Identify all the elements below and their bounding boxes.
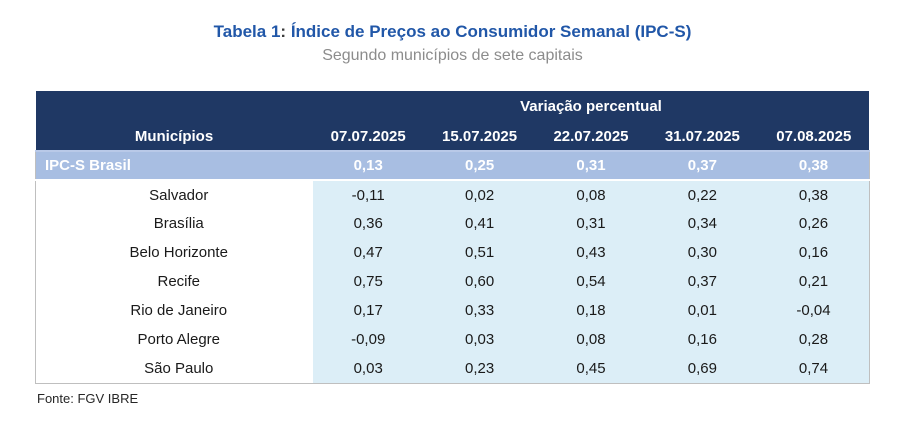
municipality-name-cell: Salvador xyxy=(35,180,313,209)
value-cell: 0,21 xyxy=(758,267,870,296)
table-title-prefix: Tabela 1 xyxy=(213,22,281,41)
value-cell: 0,03 xyxy=(312,354,424,384)
table-row-ipcs-brasil: IPC-S Brasil 0,13 0,25 0,31 0,37 0,38 xyxy=(35,150,870,181)
corner-cell xyxy=(35,91,313,122)
value-cell: 0,45 xyxy=(535,354,647,384)
municipality-name-cell: Porto Alegre xyxy=(35,325,313,354)
value-cell: 0,41 xyxy=(423,209,536,238)
value-cell: 0,16 xyxy=(758,238,870,267)
value-cell: 0,28 xyxy=(758,325,870,354)
value-cell: 0,02 xyxy=(423,180,536,209)
value-cell: 0,25 xyxy=(423,150,536,181)
value-cell: 0,13 xyxy=(312,150,424,181)
municipios-header-cell: Municípios xyxy=(35,122,313,151)
value-cell: 0,51 xyxy=(423,238,536,267)
date-header-cell: 07.07.2025 xyxy=(312,122,424,151)
value-cell: 0,38 xyxy=(758,180,870,209)
value-cell: 0,47 xyxy=(312,238,424,267)
value-cell: -0,04 xyxy=(758,296,870,325)
value-cell: 0,34 xyxy=(646,209,759,238)
table-row-porto-alegre: Porto Alegre -0,09 0,03 0,08 0,16 0,28 xyxy=(35,325,870,354)
table-row-sao-paulo: São Paulo 0,03 0,23 0,45 0,69 0,74 xyxy=(35,354,870,384)
value-cell: 0,26 xyxy=(758,209,870,238)
group-header-cell: Variação percentual xyxy=(312,91,870,122)
value-cell: 0,22 xyxy=(646,180,759,209)
date-header-cell: 31.07.2025 xyxy=(646,122,759,151)
value-cell: 0,37 xyxy=(646,267,759,296)
value-cell: 0,43 xyxy=(535,238,647,267)
value-cell: 0,18 xyxy=(535,296,647,325)
municipality-name-cell: Recife xyxy=(35,267,313,296)
ipcs-table: Variação percentual Municípios 07.07.202… xyxy=(35,91,870,384)
value-cell: 0,17 xyxy=(312,296,424,325)
value-cell: 0,03 xyxy=(423,325,536,354)
value-cell: 0,08 xyxy=(535,180,647,209)
source-note: Fonte: FGV IBRE xyxy=(37,390,139,406)
value-cell: 0,36 xyxy=(312,209,424,238)
table-subtitle: Segundo municípios de sete capitais xyxy=(322,47,583,64)
value-cell: 0,23 xyxy=(423,354,536,384)
value-cell: 0,75 xyxy=(312,267,424,296)
value-cell: 0,16 xyxy=(646,325,759,354)
date-header-cell: 15.07.2025 xyxy=(423,122,536,151)
date-header-cell: 07.08.2025 xyxy=(758,122,870,151)
municipality-name-cell: Belo Horizonte xyxy=(35,238,313,267)
municipality-name-cell: São Paulo xyxy=(35,354,313,384)
value-cell: 0,31 xyxy=(535,150,647,181)
date-header-cell: 22.07.2025 xyxy=(535,122,647,151)
value-cell: 0,37 xyxy=(646,150,759,181)
table-row-recife: Recife 0,75 0,60 0,54 0,37 0,21 xyxy=(35,267,870,296)
value-cell: 0,69 xyxy=(646,354,759,384)
table-title: Tabela 1: Índice de Preços ao Consumidor… xyxy=(0,0,905,43)
table-row-rio-de-janeiro: Rio de Janeiro 0,17 0,33 0,18 0,01 -0,04 xyxy=(35,296,870,325)
municipality-name-cell: Rio de Janeiro xyxy=(35,296,313,325)
table-title-colon: : xyxy=(280,22,291,41)
value-cell: 0,30 xyxy=(646,238,759,267)
table-title-main: Índice de Preços ao Consumidor Semanal (… xyxy=(290,22,692,41)
value-cell: 0,60 xyxy=(423,267,536,296)
value-cell: 0,38 xyxy=(758,150,870,181)
value-cell: 0,54 xyxy=(535,267,647,296)
table-row-brasilia: Brasília 0,36 0,41 0,31 0,34 0,26 xyxy=(35,209,870,238)
value-cell: 0,33 xyxy=(423,296,536,325)
group-header-row: Variação percentual xyxy=(35,91,870,122)
value-cell: -0,09 xyxy=(312,325,424,354)
municipality-name-cell: Brasília xyxy=(35,209,313,238)
value-cell: 0,08 xyxy=(535,325,647,354)
value-cell: -0,11 xyxy=(312,180,424,209)
value-cell: 0,31 xyxy=(535,209,647,238)
table-row-salvador: Salvador -0,11 0,02 0,08 0,22 0,38 xyxy=(35,180,870,209)
column-header-row: Municípios 07.07.2025 15.07.2025 22.07.2… xyxy=(35,122,870,151)
value-cell: 0,01 xyxy=(646,296,759,325)
table-row-belo-horizonte: Belo Horizonte 0,47 0,51 0,43 0,30 0,16 xyxy=(35,238,870,267)
value-cell: 0,74 xyxy=(758,354,870,384)
municipality-name-cell: IPC-S Brasil xyxy=(35,150,313,181)
